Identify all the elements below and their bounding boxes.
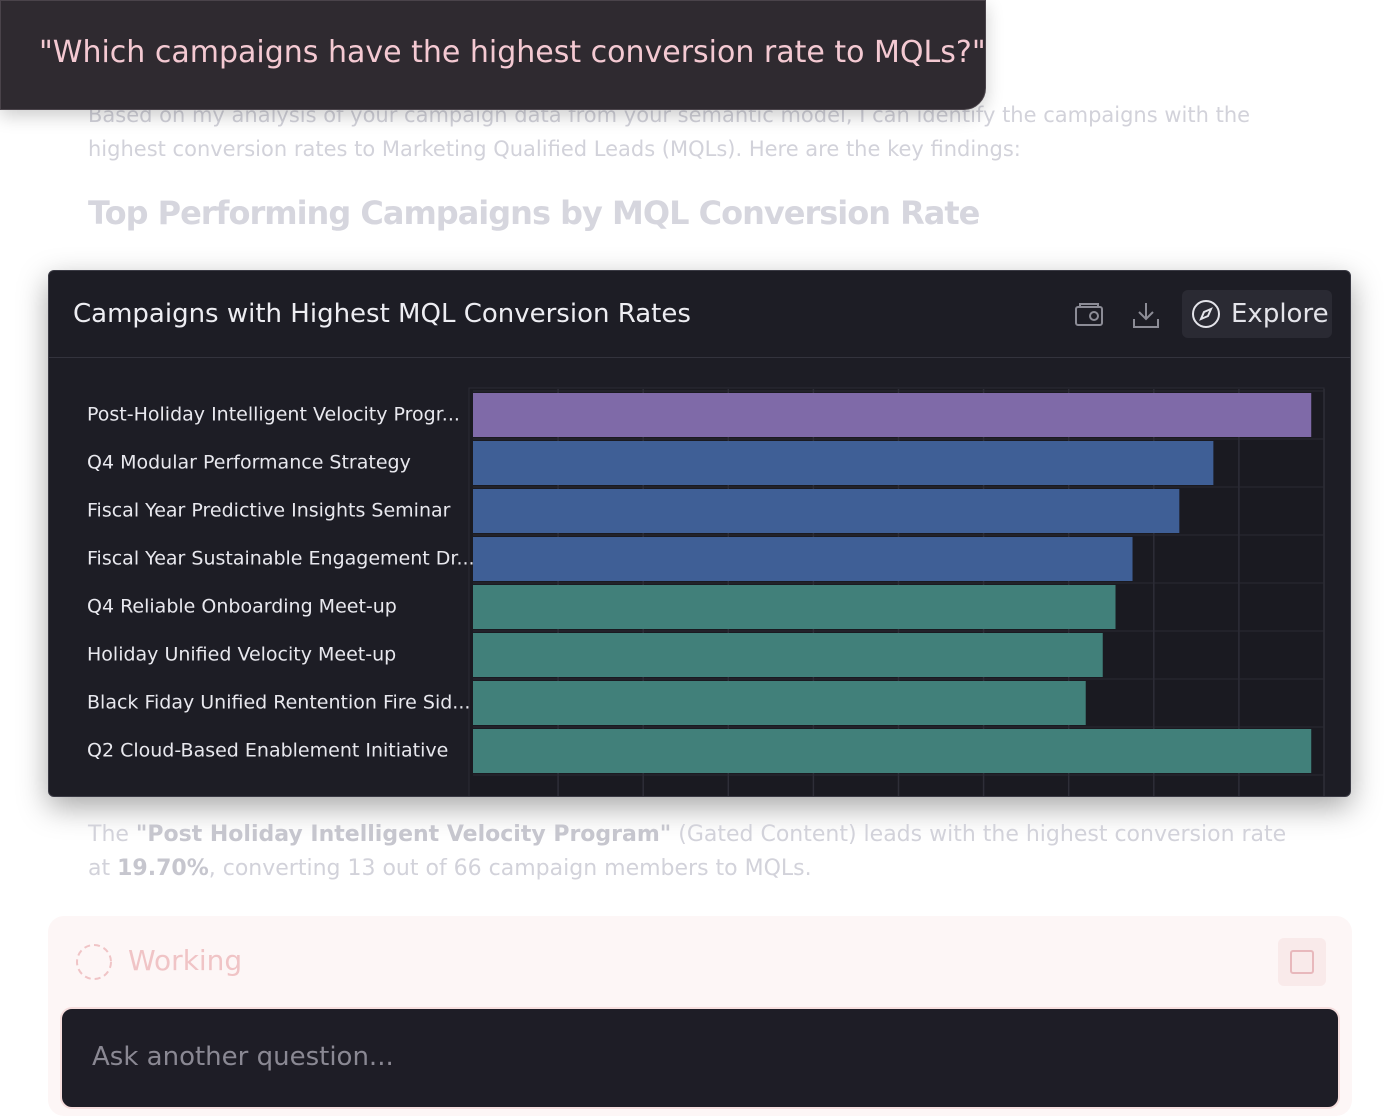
bar — [473, 633, 1103, 677]
y-category-label: Fiscal Year Sustainable Engagement Dr... — [87, 548, 475, 570]
bar — [473, 681, 1086, 725]
compass-icon — [1192, 300, 1220, 328]
bar-chart: Post-Holiday Intelligent Velocity Progr.… — [87, 387, 1325, 796]
explore-button[interactable]: Explore — [1182, 290, 1332, 338]
y-category-label: Q4 Reliable Onboarding Meet-up — [87, 596, 397, 618]
spinner — [76, 944, 112, 980]
chart-title: Campaigns with Highest MQL Conversion Ra… — [73, 299, 691, 329]
card-header: Campaigns with Highest MQL Conversion Ra… — [49, 271, 1350, 358]
explore-label: Explore — [1231, 299, 1329, 329]
y-category-label: Post-Holiday Intelligent Velocity Progr.… — [87, 404, 460, 426]
y-category-label: Fiscal Year Predictive Insights Seminar — [87, 500, 451, 522]
summary-part: (Gated Content) leads with the highest c… — [88, 822, 1287, 881]
status-text: Working — [128, 944, 243, 977]
snapshot-icon[interactable] — [1073, 299, 1105, 331]
chart-card: Campaigns with Highest MQL Conversion Ra… — [48, 270, 1351, 797]
y-category-label: Holiday Unified Velocity Meet-up — [87, 644, 396, 666]
summary-text: The "Post Holiday Intelligent Velocity P… — [88, 818, 1288, 886]
download-icon[interactable] — [1130, 299, 1162, 331]
bar — [473, 729, 1312, 773]
summary-bold: "Post Holiday Intelligent Velocity Progr… — [135, 822, 672, 847]
bar — [473, 585, 1116, 629]
y-category-label: Q4 Modular Performance Strategy — [87, 452, 411, 474]
bar — [473, 393, 1312, 437]
section-heading: Top Performing Campaigns by MQL Conversi… — [88, 194, 980, 232]
y-category-label: Black Fiday Unified Rentention Fire Sid.… — [87, 692, 470, 714]
summary-part: , converting 13 out of 66 campaign membe… — [208, 856, 812, 881]
input-placeholder: Ask another question... — [92, 1042, 394, 1072]
y-category-label: Q2 Cloud-Based Enablement Initiative — [87, 740, 448, 762]
bar — [473, 441, 1214, 485]
bar — [473, 489, 1180, 533]
question-input[interactable]: Ask another question... — [60, 1007, 1340, 1109]
question-text: "Which campaigns have the highest conver… — [39, 35, 986, 70]
summary-part: The — [88, 822, 136, 847]
summary-bold: 19.70% — [117, 856, 209, 881]
question-bubble: "Which campaigns have the highest conver… — [0, 0, 986, 110]
stop-button[interactable] — [1278, 938, 1326, 986]
bar — [473, 537, 1133, 581]
